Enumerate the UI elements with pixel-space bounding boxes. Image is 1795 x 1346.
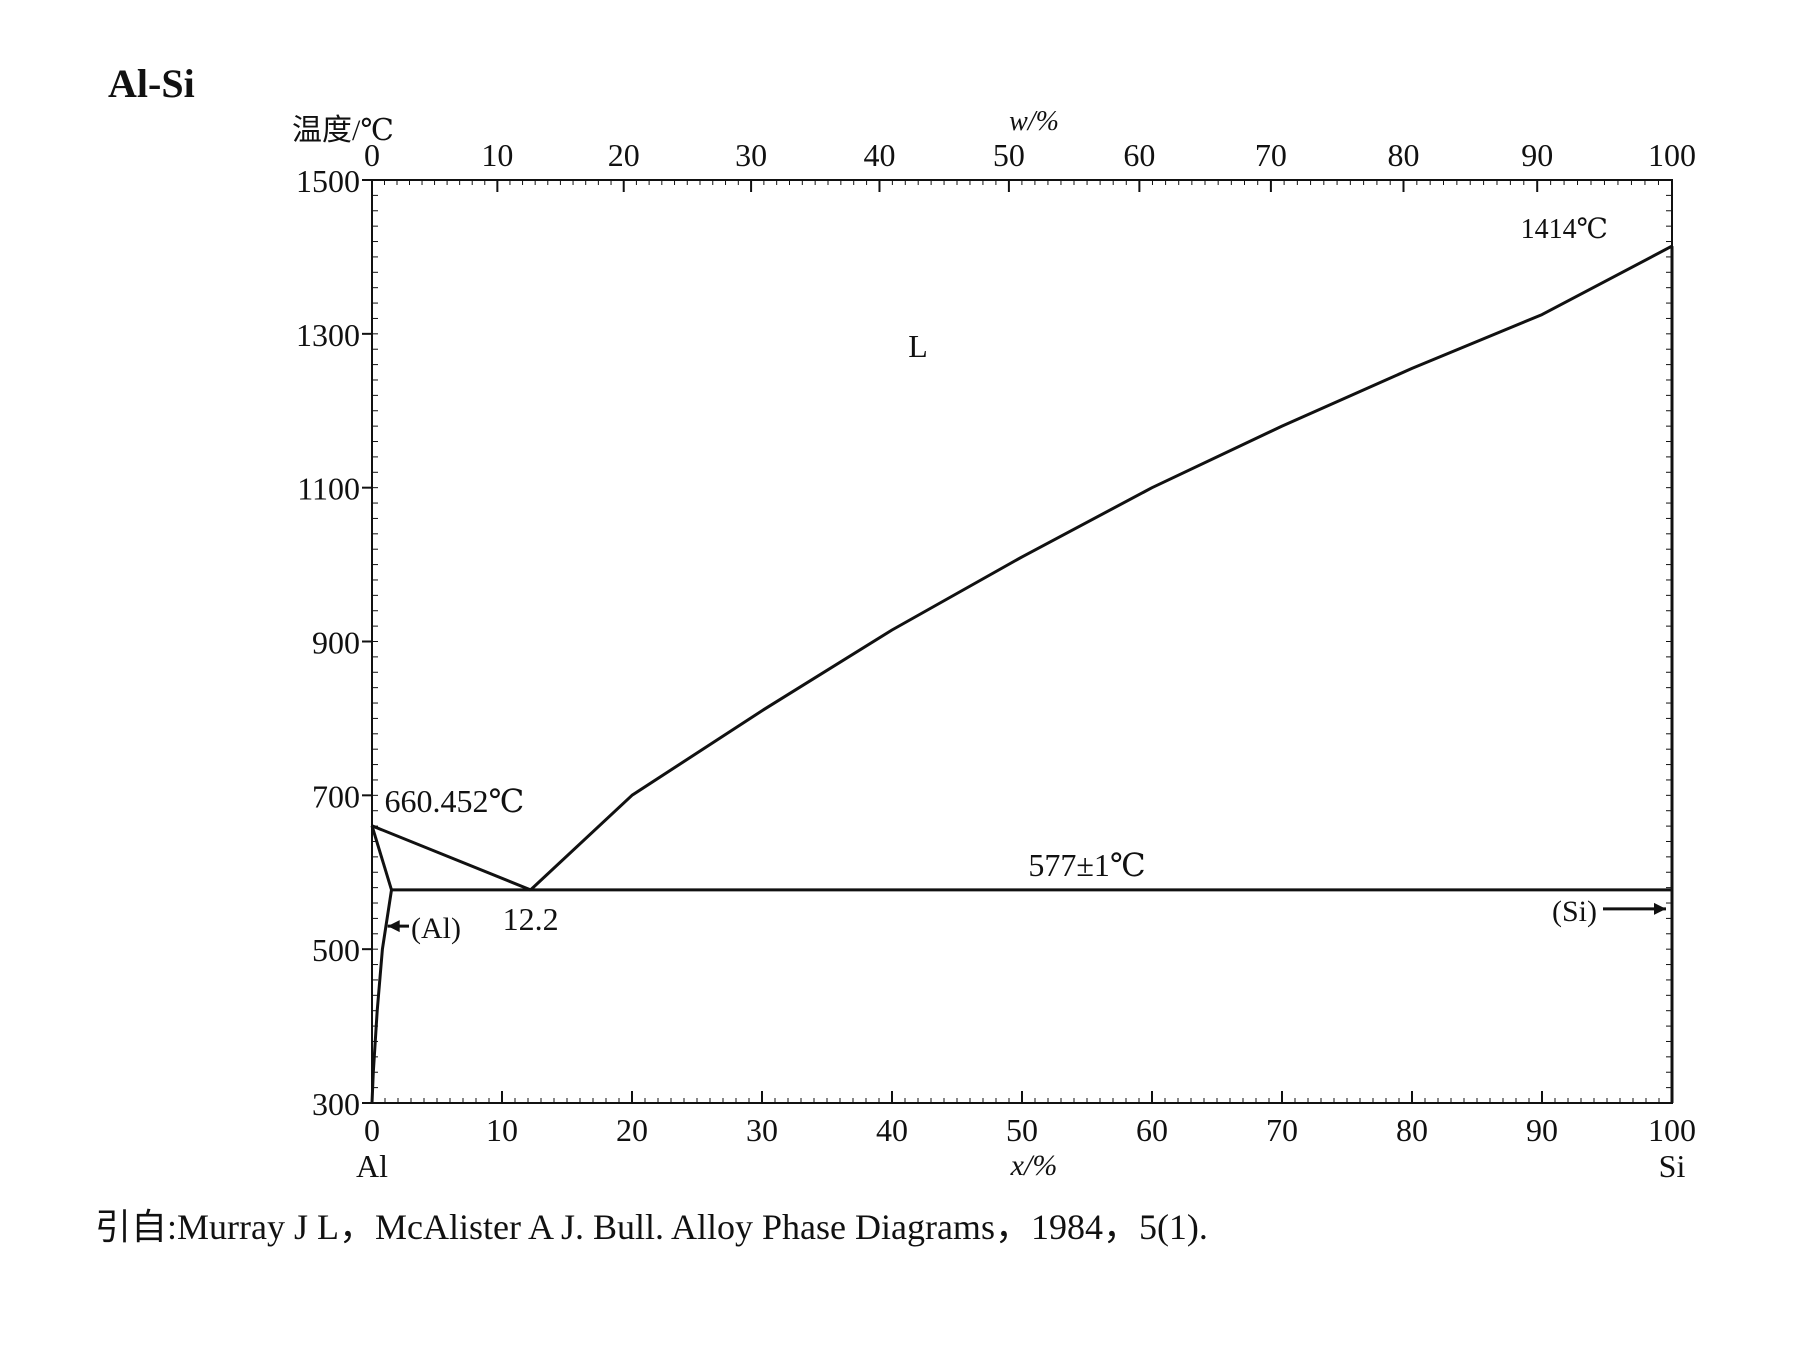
al-arrowhead bbox=[387, 920, 400, 933]
annotation: 660.452℃ bbox=[385, 783, 525, 819]
x-tick-label: 90 bbox=[1526, 1112, 1558, 1148]
top-x-tick-label: 80 bbox=[1388, 137, 1420, 173]
y-tick-label: 300 bbox=[312, 1086, 360, 1122]
x-tick-label: 60 bbox=[1136, 1112, 1168, 1148]
top-x-tick-label: 40 bbox=[863, 137, 895, 173]
x-tick-label: 100 bbox=[1648, 1112, 1696, 1148]
annotation: L bbox=[908, 328, 928, 364]
y-tick-label: 1300 bbox=[296, 317, 360, 353]
top-x-tick-label: 30 bbox=[735, 137, 767, 173]
y-tick-label: 900 bbox=[312, 625, 360, 661]
top-x-axis-label: w/% bbox=[1009, 106, 1059, 137]
annotation: 12.2 bbox=[503, 901, 559, 937]
annotation: (Al) bbox=[411, 912, 461, 945]
annotation: 577±1℃ bbox=[1028, 847, 1145, 883]
annotation: 1414℃ bbox=[1521, 214, 1608, 245]
x-tick-label: 50 bbox=[1006, 1112, 1038, 1148]
top-x-tick-label: 100 bbox=[1648, 137, 1696, 173]
plot-border bbox=[371, 179, 1673, 1104]
x-tick-label: 70 bbox=[1266, 1112, 1298, 1148]
phase-curves bbox=[370, 244, 1674, 1104]
x-tick-label: 30 bbox=[746, 1112, 778, 1148]
curve-solvus-Al bbox=[370, 889, 393, 1104]
annotations: 1414℃ L 660.452℃ 577±1℃ 12.2 (Al) (Si) bbox=[385, 214, 1666, 945]
top-x-tick-label: 10 bbox=[481, 137, 513, 173]
top-x-tick-label: 0 bbox=[364, 137, 380, 173]
y-tick-label: 1100 bbox=[297, 471, 360, 507]
curve-liquidus-Si bbox=[529, 244, 1673, 891]
bottom-x-axis-label: x/% bbox=[1010, 1149, 1058, 1182]
x-tick-label: 80 bbox=[1396, 1112, 1428, 1148]
plot-frame bbox=[371, 179, 1673, 1104]
top-x-tick-label: 50 bbox=[993, 137, 1025, 173]
element-label-si: Si bbox=[1659, 1148, 1686, 1184]
curve-solidus-Al bbox=[370, 825, 393, 891]
x-tick-label: 20 bbox=[616, 1112, 648, 1148]
chart-title: Al-Si bbox=[108, 61, 195, 106]
axis-labels: 温度/℃ w/% x/% Al Si bbox=[292, 106, 1685, 1184]
y-tick-label: 1500 bbox=[296, 163, 360, 199]
top-x-tick-label: 60 bbox=[1123, 137, 1155, 173]
x-tick-label: 40 bbox=[876, 1112, 908, 1148]
x-tick-label: 10 bbox=[486, 1112, 518, 1148]
y-axis-label: 温度/℃ bbox=[292, 114, 394, 147]
curve-liquidus-Al bbox=[371, 824, 532, 892]
top-x-tick-label: 20 bbox=[608, 137, 640, 173]
y-tick-label: 500 bbox=[312, 932, 360, 968]
si-arrowhead bbox=[1654, 902, 1666, 915]
y-tick-label: 700 bbox=[312, 778, 360, 814]
top-x-tick-label: 90 bbox=[1521, 137, 1553, 173]
citation: 引自:Murray J L，McAlister A J. Bull. Alloy… bbox=[95, 1207, 1208, 1247]
top-x-tick-label: 70 bbox=[1255, 137, 1287, 173]
x-tick-label: 0 bbox=[364, 1112, 380, 1148]
annotation: (Si) bbox=[1552, 895, 1597, 928]
element-label-al: Al bbox=[356, 1148, 388, 1184]
